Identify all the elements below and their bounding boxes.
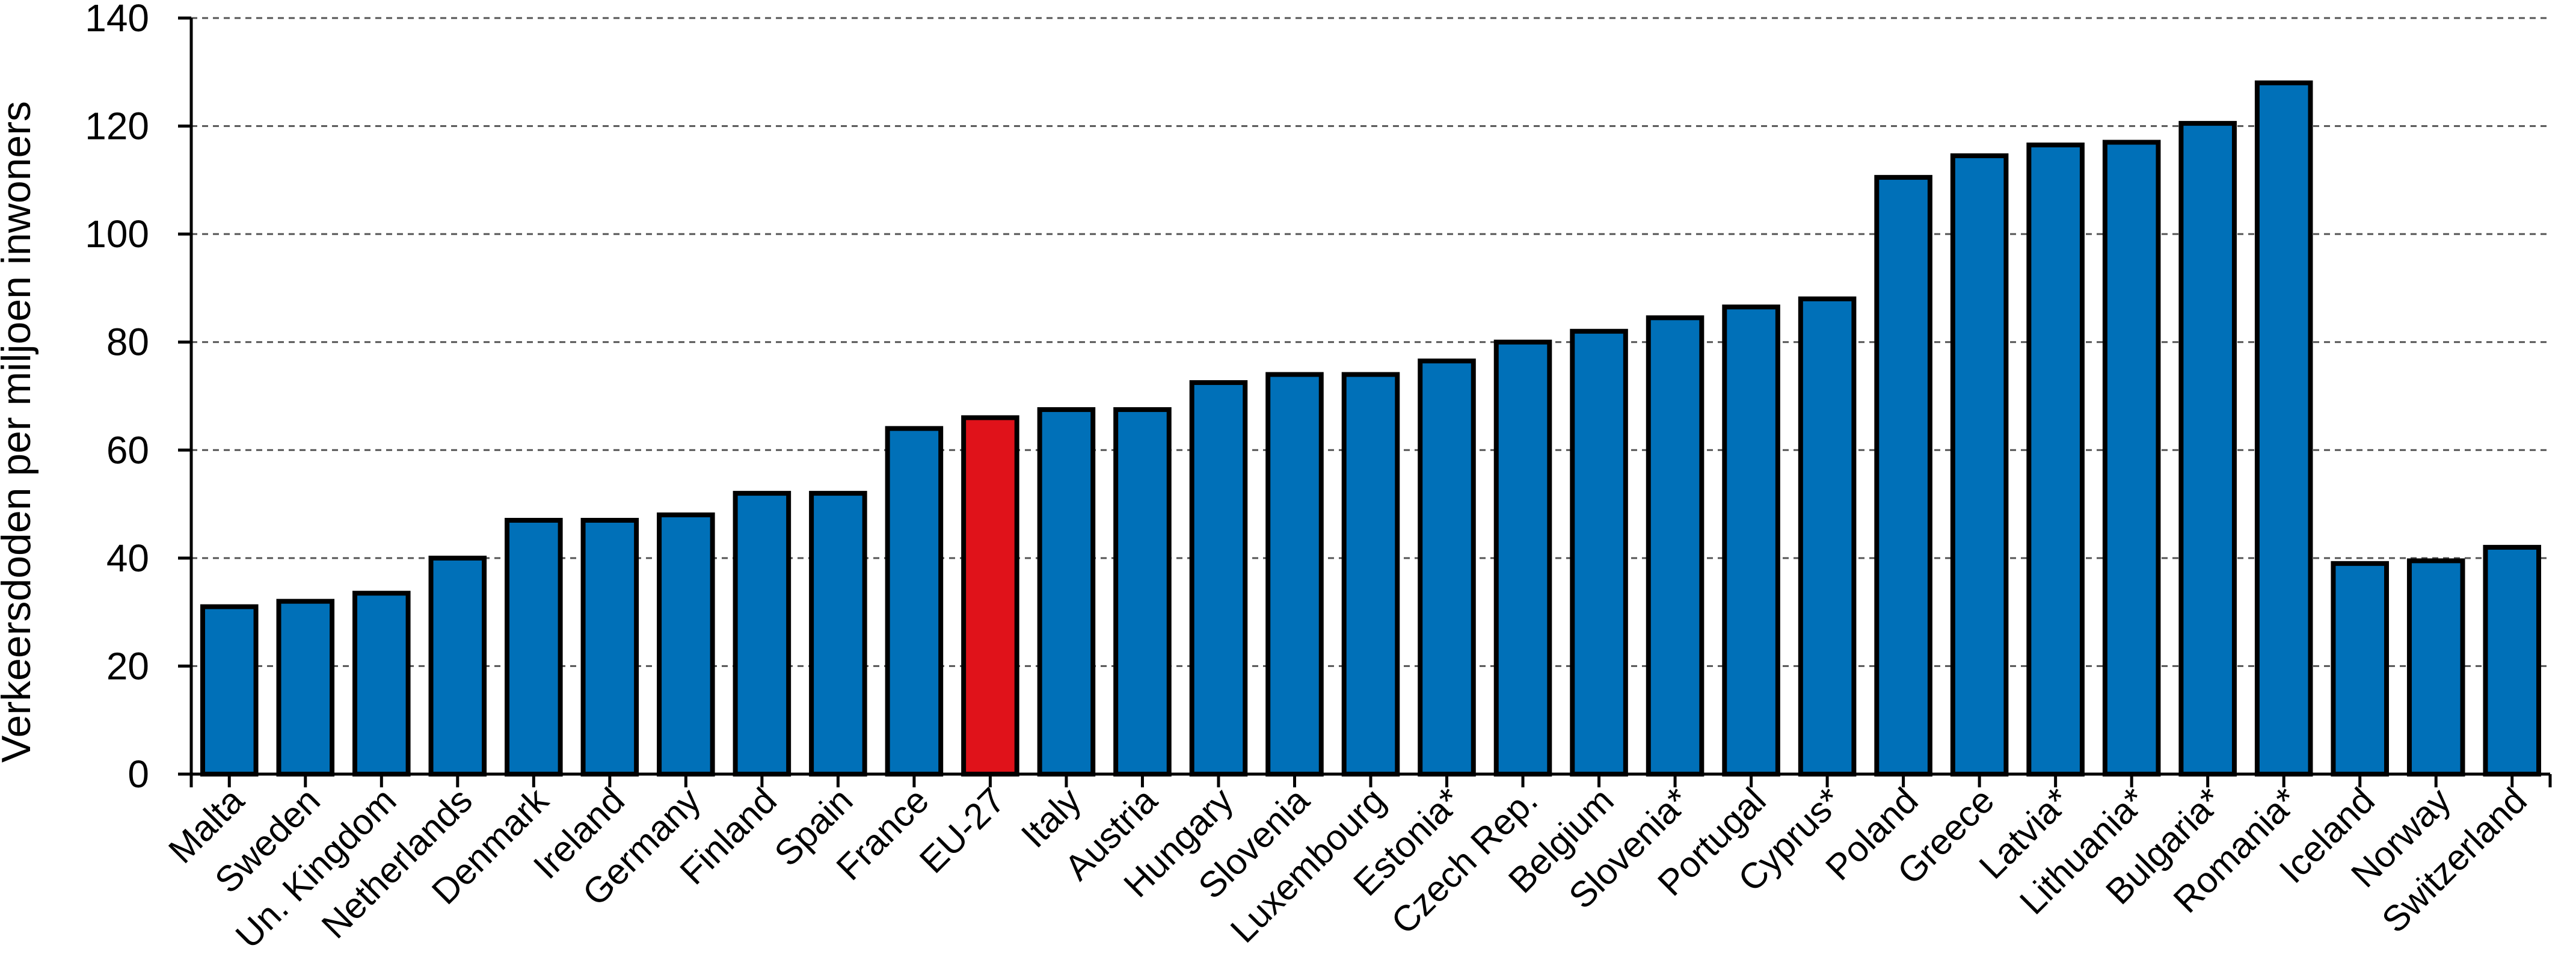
bar-switzerland xyxy=(2483,544,2542,777)
y-tick-label: 60 xyxy=(106,428,149,472)
bar-greece xyxy=(1950,153,2009,777)
bar-malta xyxy=(200,604,259,777)
bar-slovenia xyxy=(1265,372,1324,777)
bar-ireland xyxy=(580,518,639,777)
bar-italy xyxy=(1037,407,1096,777)
bars xyxy=(200,80,2542,777)
bar-sweden xyxy=(276,598,335,777)
y-tick-label: 140 xyxy=(85,0,149,40)
bar-austria xyxy=(1113,407,1172,777)
bar-spain xyxy=(809,491,867,777)
y-axis-title: Verkeersdoden per miljoen inwoners xyxy=(0,101,39,763)
bar-eu-27 xyxy=(961,415,1019,777)
bar-lithuania xyxy=(2102,140,2161,777)
y-tick-label: 100 xyxy=(85,212,149,256)
axes xyxy=(178,16,2552,787)
bar-romania xyxy=(2254,80,2313,777)
bar-bulgaria xyxy=(2178,121,2237,777)
bar-czech-rep xyxy=(1493,339,1552,777)
bar-slovenia xyxy=(1646,315,1705,777)
x-category-label: EU-27 xyxy=(912,780,1013,881)
y-tick-label: 20 xyxy=(106,644,149,687)
bar-norway xyxy=(2406,558,2465,777)
bar-luxembourg xyxy=(1341,372,1400,777)
y-tick-labels: 0 20 40 60 80 100 120 140 xyxy=(85,0,149,796)
bar-finland xyxy=(733,491,792,777)
bar-poland xyxy=(1874,174,1932,777)
bar-belgium xyxy=(1570,328,1628,777)
bar-un-kingdom xyxy=(352,591,411,777)
bar-france xyxy=(885,426,944,777)
bar-iceland xyxy=(2331,561,2389,777)
bar-germany xyxy=(657,512,715,777)
y-tick-label: 40 xyxy=(106,537,149,580)
y-tick-label: 80 xyxy=(106,321,149,364)
bar-hungary xyxy=(1189,380,1248,777)
bar-portugal xyxy=(1722,304,1780,777)
bar-latvia xyxy=(2026,142,2085,777)
y-tick-label: 120 xyxy=(85,105,149,148)
y-tick-label: 0 xyxy=(128,752,149,796)
bar-cyprus xyxy=(1798,296,1857,777)
bar-netherlands xyxy=(428,555,487,777)
bar-denmark xyxy=(505,518,563,777)
bar-estonia xyxy=(1418,358,1476,777)
